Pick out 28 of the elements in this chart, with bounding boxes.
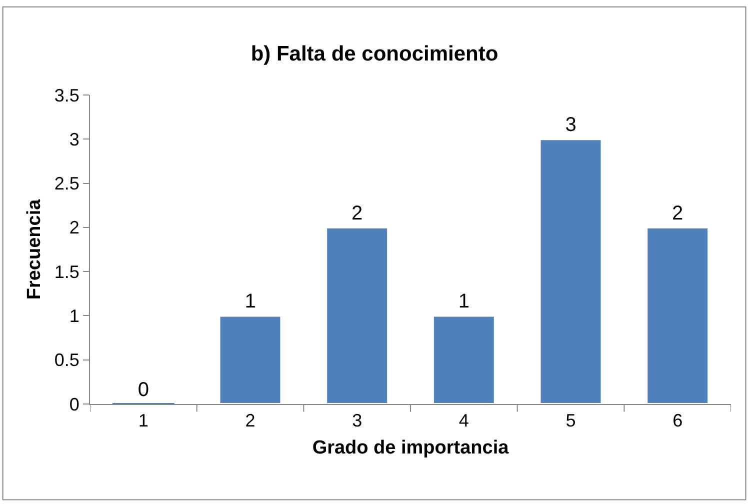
- x-axis-title: Grado de importancia: [312, 437, 510, 458]
- chart-title: b) Falta de conocimiento: [250, 42, 498, 66]
- y-tick-label: 0: [69, 394, 80, 414]
- x-tick-label: 1: [138, 410, 148, 431]
- bar: [538, 138, 603, 404]
- x-tick-label: 4: [458, 410, 469, 431]
- x-tick-label: 3: [352, 410, 362, 431]
- data-label: 3: [565, 114, 576, 136]
- data-label: 1: [244, 290, 256, 313]
- y-tick-label: 2.5: [54, 174, 80, 194]
- bar: [432, 314, 496, 404]
- data-label: 0: [138, 379, 149, 401]
- x-tick-label: 2: [245, 410, 256, 431]
- y-tick-label: 1: [69, 306, 80, 326]
- y-tick-label: 0.5: [54, 350, 80, 370]
- data-label: 1: [458, 290, 470, 313]
- data-label: 2: [352, 202, 363, 224]
- bar: [646, 226, 710, 404]
- y-tick-label: 1.5: [54, 262, 80, 282]
- x-tick-label: 5: [566, 410, 576, 431]
- data-label: 2: [672, 202, 684, 224]
- y-tick-label: 3.5: [54, 85, 80, 106]
- y-tick-label: 2: [69, 218, 80, 238]
- x-tick-label: 6: [672, 410, 683, 431]
- y-axis-title: Frecuencia: [24, 198, 46, 300]
- bar: [218, 314, 282, 404]
- y-tick-label: 3: [69, 129, 80, 150]
- bar: [325, 226, 390, 404]
